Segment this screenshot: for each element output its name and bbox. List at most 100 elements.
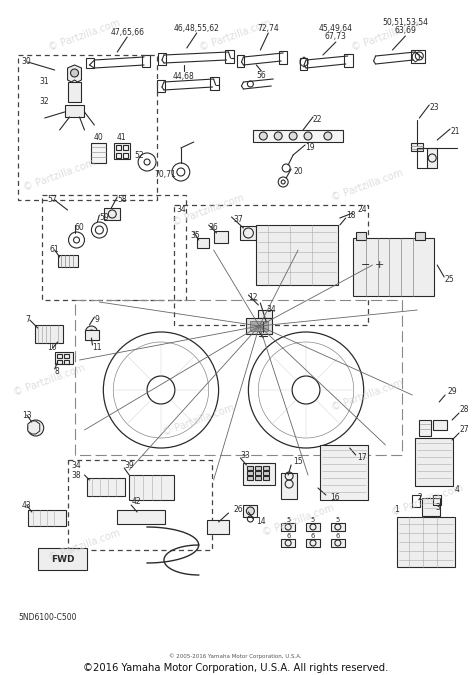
Text: 33: 33 (240, 450, 250, 460)
Bar (214, 231, 228, 243)
Text: 41: 41 (116, 134, 126, 142)
Bar (427, 148, 437, 168)
Bar (300, 58, 307, 70)
Text: ©2016 Yamaha Motor Corporation, U.S.A. All rights reserved.: ©2016 Yamaha Motor Corporation, U.S.A. A… (83, 663, 388, 673)
Bar (255, 476, 261, 480)
Bar (85, 330, 100, 340)
Bar (264, 466, 269, 470)
Text: −: − (361, 260, 370, 270)
Bar (433, 495, 441, 505)
Bar (256, 225, 338, 285)
Bar (255, 466, 261, 470)
Text: 63,69: 63,69 (394, 26, 416, 36)
Polygon shape (68, 65, 82, 82)
Text: 16: 16 (330, 493, 339, 502)
Text: +: + (375, 260, 384, 270)
Text: 59: 59 (100, 213, 109, 223)
Text: 70,71: 70,71 (154, 171, 176, 180)
Bar (68, 460, 211, 550)
Bar (207, 520, 228, 534)
Bar (240, 226, 256, 240)
Bar (246, 318, 272, 334)
Bar (116, 145, 121, 150)
Bar (331, 539, 345, 547)
Text: 67,73: 67,73 (325, 32, 347, 41)
Text: 38: 38 (72, 470, 81, 479)
Bar (412, 495, 420, 507)
Bar (225, 50, 235, 63)
Bar (123, 153, 128, 158)
Circle shape (259, 132, 267, 140)
Text: © Partzilla.com: © Partzilla.com (162, 402, 236, 437)
Text: 29: 29 (447, 387, 457, 396)
Circle shape (324, 132, 332, 140)
Bar (411, 143, 423, 151)
Text: 17: 17 (358, 454, 367, 462)
Text: 56: 56 (256, 72, 266, 80)
Text: © Partzilla.com: © Partzilla.com (330, 377, 405, 412)
Bar (415, 232, 425, 240)
Bar (56, 354, 62, 358)
Bar (64, 354, 69, 358)
Bar (117, 510, 165, 524)
Circle shape (274, 132, 282, 140)
Bar (264, 471, 269, 475)
Bar (64, 360, 69, 364)
Bar (356, 232, 365, 240)
Text: 18: 18 (346, 211, 356, 219)
Bar (35, 325, 63, 343)
Bar (247, 466, 254, 470)
Text: 42: 42 (131, 497, 141, 506)
Text: 37: 37 (234, 215, 243, 225)
Bar (244, 505, 257, 517)
Text: 2: 2 (417, 493, 422, 502)
Bar (123, 145, 128, 150)
Circle shape (85, 326, 97, 338)
Bar (86, 58, 94, 68)
Bar (74, 300, 402, 455)
Bar (142, 55, 150, 67)
Text: © 2005-2016 Yamaha Motor Corporation, U.S.A.: © 2005-2016 Yamaha Motor Corporation, U.… (169, 653, 302, 659)
Bar (116, 153, 121, 158)
Circle shape (304, 132, 312, 140)
Text: 46,48,55,62: 46,48,55,62 (174, 24, 219, 32)
Text: 60: 60 (74, 223, 84, 232)
Bar (197, 238, 209, 248)
Text: 34: 34 (177, 205, 187, 215)
Bar (250, 321, 268, 331)
Text: © Partzilla.com: © Partzilla.com (47, 527, 122, 562)
Text: 6: 6 (286, 533, 290, 539)
Bar (174, 205, 368, 325)
Bar (415, 438, 453, 486)
Bar (42, 195, 186, 300)
Bar (306, 523, 320, 531)
Text: 44,68: 44,68 (173, 72, 195, 80)
Text: © Partzilla.com: © Partzilla.com (350, 18, 425, 53)
Circle shape (28, 420, 44, 436)
Bar (38, 548, 87, 570)
Bar (87, 478, 125, 496)
Bar (255, 471, 261, 475)
Bar (281, 523, 295, 531)
Bar (331, 523, 345, 531)
Text: 50,51,53,54: 50,51,53,54 (383, 18, 428, 26)
Text: 28: 28 (459, 406, 469, 414)
Bar (247, 476, 254, 480)
Text: 5: 5 (311, 517, 315, 523)
Bar (281, 473, 297, 499)
Text: 57: 57 (48, 196, 57, 205)
Bar (397, 517, 455, 567)
Bar (244, 463, 275, 485)
Text: 30: 30 (22, 57, 32, 67)
Text: 58: 58 (117, 196, 127, 205)
Text: 14: 14 (256, 518, 266, 526)
Text: 20: 20 (293, 167, 303, 176)
Text: 15: 15 (293, 458, 303, 466)
Text: © Partzilla.com: © Partzilla.com (47, 18, 122, 53)
Text: 5ND6100-C500: 5ND6100-C500 (18, 614, 76, 622)
Text: © Partzilla.com: © Partzilla.com (12, 362, 87, 398)
Text: 40: 40 (93, 134, 103, 142)
Text: 72,74: 72,74 (257, 24, 279, 32)
Circle shape (289, 132, 297, 140)
Bar (58, 255, 78, 267)
